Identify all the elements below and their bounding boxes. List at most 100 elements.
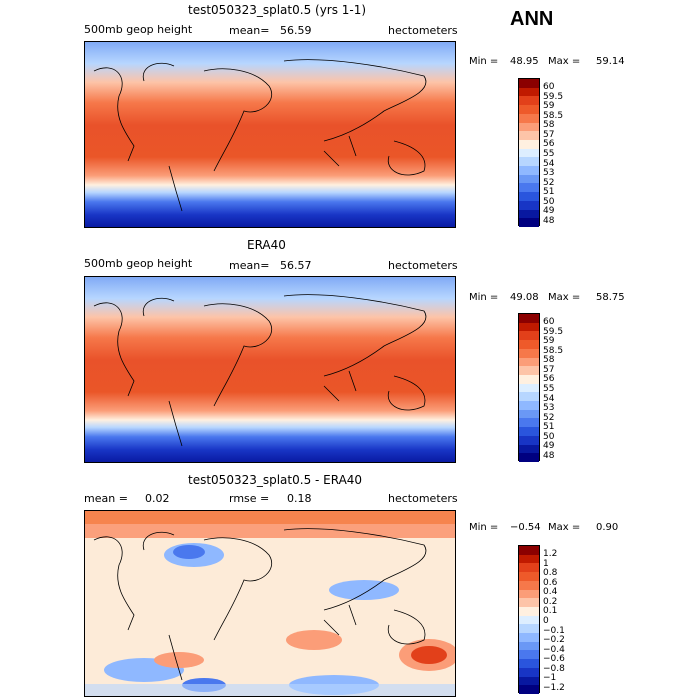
colorbar-swatch bbox=[519, 79, 539, 88]
colorbar-swatch bbox=[519, 157, 539, 167]
colorbar-swatch bbox=[519, 148, 539, 158]
colorbar-label: 59.5 bbox=[543, 91, 564, 102]
colorbar-label: 0.8 bbox=[543, 568, 558, 579]
panel1-mean-value: 56.59 bbox=[280, 24, 312, 37]
panel1-mean-label: mean= bbox=[229, 24, 270, 37]
panel3-title: test050323_splat0.5 - ERA40 bbox=[188, 473, 363, 487]
colorbar-swatch bbox=[519, 546, 539, 555]
colorbar-label: −1.2 bbox=[543, 683, 565, 693]
colorbar-swatch bbox=[519, 435, 539, 445]
panel1-variable-label: 500mb geop height bbox=[84, 23, 193, 36]
panel3-mean-value: 0.02 bbox=[145, 492, 170, 505]
colorbar-label: 60 bbox=[543, 82, 555, 92]
colorbar-label: 51 bbox=[543, 422, 555, 433]
colorbar-swatch bbox=[519, 650, 539, 660]
colorbar-label: 49 bbox=[543, 206, 555, 217]
colorbar-swatch bbox=[519, 122, 539, 132]
colorbar-label: 55 bbox=[543, 149, 555, 159]
colorbar-swatch bbox=[519, 589, 539, 599]
colorbar-label: 53 bbox=[543, 168, 555, 179]
colorbar-swatch bbox=[519, 166, 539, 175]
panel3-map bbox=[84, 510, 456, 697]
panel3-max-label: Max = bbox=[548, 522, 581, 533]
colorbar-swatch bbox=[519, 580, 539, 590]
colorbar-label: 58 bbox=[543, 120, 555, 131]
colorbar-swatch bbox=[519, 572, 539, 581]
colorbar-swatch bbox=[519, 418, 539, 428]
panel1-colorbar bbox=[518, 78, 540, 227]
colorbar-label: 56 bbox=[543, 374, 555, 385]
colorbar-label: 57 bbox=[543, 364, 555, 375]
colorbar-label: 60 bbox=[543, 317, 555, 327]
colorbar-label: 58 bbox=[543, 355, 555, 366]
colorbar-swatch bbox=[519, 348, 539, 358]
colorbar-swatch bbox=[519, 606, 539, 616]
season-title: ANN bbox=[510, 8, 554, 30]
colorbar-swatch bbox=[519, 357, 539, 367]
panel1-max-label: Max = bbox=[548, 56, 581, 67]
colorbar-swatch bbox=[519, 685, 539, 694]
colorbar-label: 57 bbox=[543, 129, 555, 140]
colorbar-swatch bbox=[519, 427, 539, 436]
colorbar-swatch bbox=[519, 139, 539, 149]
colorbar-label: 59 bbox=[543, 336, 555, 347]
colorbar-swatch bbox=[519, 322, 539, 332]
colorbar-label: 58.5 bbox=[543, 110, 564, 121]
colorbar-swatch bbox=[519, 392, 539, 402]
colorbar-label: −0.2 bbox=[543, 635, 565, 646]
colorbar-label: 51 bbox=[543, 187, 555, 198]
panel1-min-value: 48.95 bbox=[510, 56, 539, 67]
panel1-units: hectometers bbox=[388, 24, 458, 37]
colorbar-label: 55 bbox=[543, 384, 555, 394]
colorbar-label: 59.5 bbox=[543, 326, 564, 337]
colorbar-swatch bbox=[519, 131, 539, 140]
panel3-min-value: −0.54 bbox=[510, 522, 541, 533]
panel3-units: hectometers bbox=[388, 492, 458, 505]
colorbar-swatch bbox=[519, 598, 539, 607]
colorbar-label: 48 bbox=[543, 216, 555, 226]
colorbar-swatch bbox=[519, 183, 539, 193]
colorbar-label: 0.2 bbox=[543, 596, 558, 607]
colorbar-label: 0 bbox=[543, 616, 549, 626]
panel2-max-label: Max = bbox=[548, 292, 581, 303]
colorbar-swatch bbox=[519, 218, 539, 227]
colorbar-label: 0.4 bbox=[543, 587, 558, 598]
panel2-min-label: Min = bbox=[469, 292, 499, 303]
colorbar-swatch bbox=[519, 444, 539, 454]
panel2-mean-value: 56.57 bbox=[280, 259, 312, 272]
colorbar-label: −0.6 bbox=[543, 654, 565, 665]
colorbar-swatch bbox=[519, 374, 539, 384]
colorbar-label: 53 bbox=[543, 403, 555, 414]
panel1-map bbox=[84, 41, 456, 228]
colorbar-label: 0.6 bbox=[543, 577, 558, 588]
colorbar-label: 1.2 bbox=[543, 549, 558, 559]
colorbar-label: 48 bbox=[543, 451, 555, 461]
colorbar-label: 54 bbox=[543, 158, 555, 169]
colorbar-swatch bbox=[519, 563, 539, 573]
colorbar-label: 52 bbox=[543, 412, 555, 423]
colorbar-label: 58.5 bbox=[543, 345, 564, 356]
colorbar-swatch bbox=[519, 633, 539, 642]
colorbar-label: 56 bbox=[543, 139, 555, 150]
panel2-max-value: 58.75 bbox=[596, 292, 625, 303]
panel3-mean-label: mean = bbox=[84, 492, 128, 505]
colorbar-label: 1 bbox=[543, 558, 549, 569]
panel2-units: hectometers bbox=[388, 259, 458, 272]
colorbar-swatch bbox=[519, 366, 539, 375]
panel3-max-value: 0.90 bbox=[596, 522, 619, 533]
colorbar-swatch bbox=[519, 87, 539, 97]
colorbar-swatch bbox=[519, 554, 539, 564]
colorbar-swatch bbox=[519, 676, 539, 686]
panel2-colorbar bbox=[518, 313, 540, 462]
colorbar-label: 54 bbox=[543, 393, 555, 404]
colorbar-label: −1 bbox=[543, 673, 557, 684]
colorbar-label: 50 bbox=[543, 431, 555, 442]
panel3-rmse-label: rmse = bbox=[229, 492, 270, 505]
colorbar-swatch bbox=[519, 331, 539, 341]
colorbar-swatch bbox=[519, 667, 539, 677]
colorbar-swatch bbox=[519, 113, 539, 123]
colorbar-label: 50 bbox=[543, 196, 555, 207]
colorbar-swatch bbox=[519, 409, 539, 419]
colorbar-swatch bbox=[519, 383, 539, 393]
panel1-title: test050323_splat0.5 (yrs 1-1) bbox=[188, 3, 367, 17]
